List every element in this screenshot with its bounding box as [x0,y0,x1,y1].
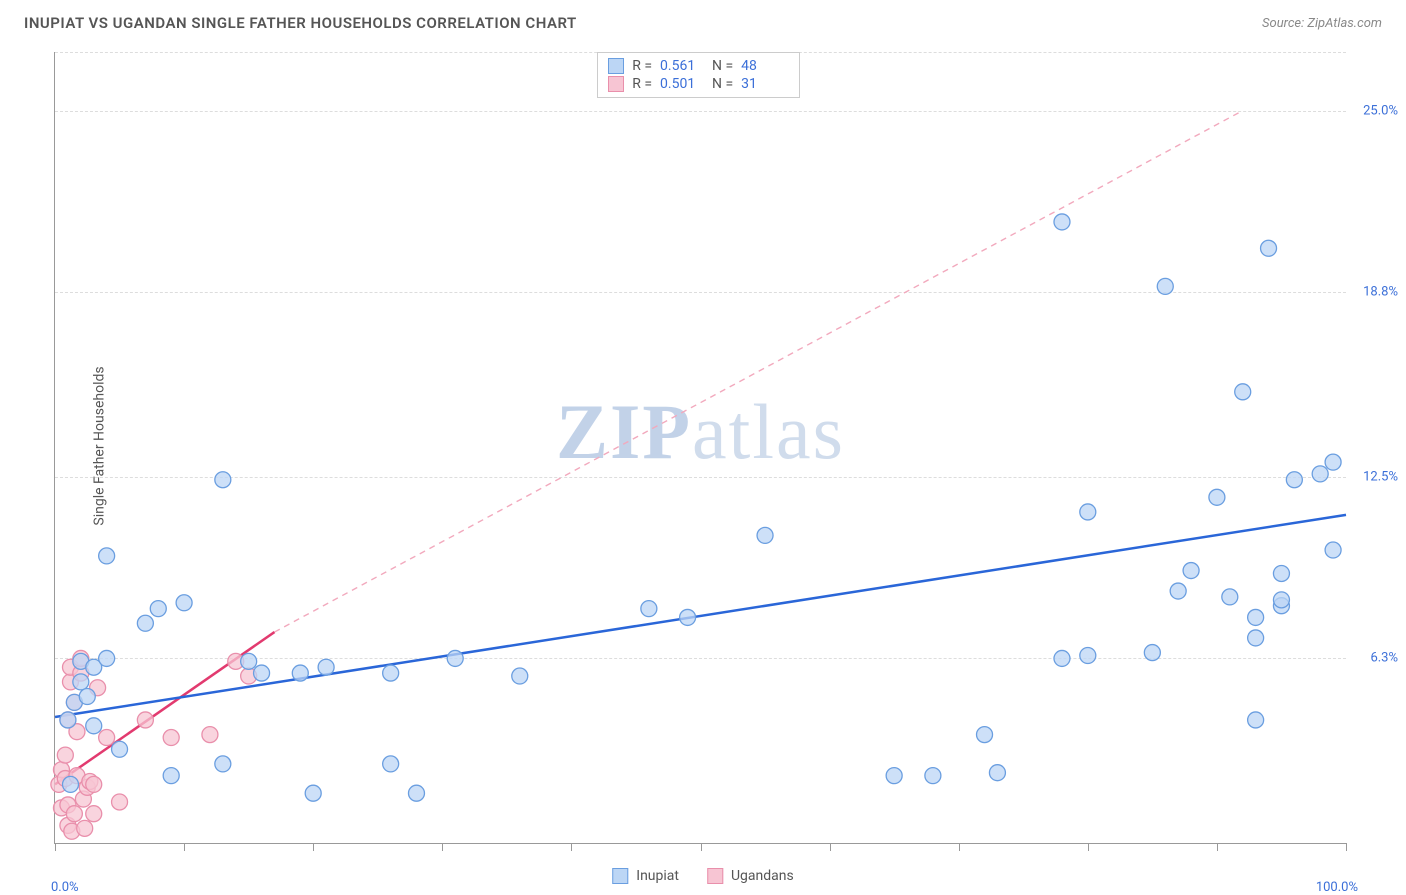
scatter-point [73,674,89,690]
scatter-point [62,776,78,792]
n-value-ugandans: 31 [741,76,785,92]
scatter-point [79,689,95,705]
scatter-point [1054,650,1070,666]
scatter-point [1286,472,1302,488]
scatter-point [680,609,696,625]
scatter-point [112,794,128,810]
scatter-point [383,756,399,772]
scatter-point [1054,214,1070,230]
scatter-point [1273,565,1289,581]
x-tick-100: 100.0% [1316,880,1358,895]
legend-item-inupiat: Inupiat [612,868,679,884]
scatter-point [241,653,257,669]
scatter-point [1325,454,1341,470]
scatter-point [886,768,902,784]
scatter-point [1209,489,1225,505]
chart-plot-area: ZIPatlas R = 0.561 N = 48 R = 0.501 N = … [54,52,1346,844]
scatter-point [137,615,153,631]
scatter-point [305,785,321,801]
scatter-point [408,785,424,801]
scatter-point [150,601,166,617]
legend-label-ugandans: Ugandans [731,868,794,884]
scatter-point [641,601,657,617]
scatter-point [757,527,773,543]
scatter-point [1080,648,1096,664]
scatter-point [1248,712,1264,728]
scatter-point [86,718,102,734]
scatter-point [99,548,115,564]
scatter-point [1157,278,1173,294]
scatter-point [1325,542,1341,558]
scatter-point [977,727,993,743]
scatter-point [1273,592,1289,608]
scatter-point [1170,583,1186,599]
scatter-point [989,765,1005,781]
stats-row-ugandans: R = 0.501 N = 31 [608,75,785,93]
swatch-blue-icon [612,868,628,884]
scatter-svg [55,52,1346,843]
scatter-point [99,730,115,746]
r-value-ugandans: 0.501 [660,76,704,92]
scatter-point [99,650,115,666]
r-value-inupiat: 0.561 [660,58,704,74]
scatter-point [1222,589,1238,605]
x-tick-0: 0.0% [51,880,79,895]
y-tick-label: 6.3% [1370,651,1398,666]
scatter-point [215,756,231,772]
scatter-point [202,727,218,743]
scatter-point [1248,630,1264,646]
legend-label-inupiat: Inupiat [636,868,679,884]
y-tick-label: 25.0% [1363,103,1398,118]
legend-item-ugandans: Ugandans [707,868,794,884]
swatch-blue-icon [608,58,624,74]
scatter-point [1312,466,1328,482]
swatch-pink-icon [707,868,723,884]
scatter-point [163,768,179,784]
y-tick-label: 18.8% [1363,285,1398,300]
scatter-point [1080,504,1096,520]
scatter-point [215,472,231,488]
chart-title: INUPIAT VS UGANDAN SINGLE FATHER HOUSEHO… [24,14,577,32]
scatter-point [318,659,334,675]
scatter-point [86,776,102,792]
scatter-point [137,712,153,728]
scatter-point [86,806,102,822]
scatter-point [77,820,93,836]
scatter-point [60,712,76,728]
scatter-point [1248,609,1264,625]
scatter-point [512,668,528,684]
n-value-inupiat: 48 [741,58,785,74]
stats-legend-box: R = 0.561 N = 48 R = 0.501 N = 31 [597,52,800,98]
scatter-point [1261,240,1277,256]
scatter-point [447,650,463,666]
scatter-point [254,665,270,681]
scatter-point [176,595,192,611]
scatter-point [925,768,941,784]
bottom-legend: Inupiat Ugandans [612,868,793,884]
scatter-point [292,665,308,681]
scatter-point [57,747,73,763]
scatter-point [1183,563,1199,579]
scatter-point [383,665,399,681]
stats-row-inupiat: R = 0.561 N = 48 [608,57,785,75]
scatter-point [1144,645,1160,661]
scatter-point [112,741,128,757]
scatter-point [163,730,179,746]
source-label: Source: ZipAtlas.com [1262,16,1382,31]
scatter-point [66,806,82,822]
y-tick-label: 12.5% [1363,469,1398,484]
scatter-point [1235,384,1251,400]
swatch-pink-icon [608,76,624,92]
